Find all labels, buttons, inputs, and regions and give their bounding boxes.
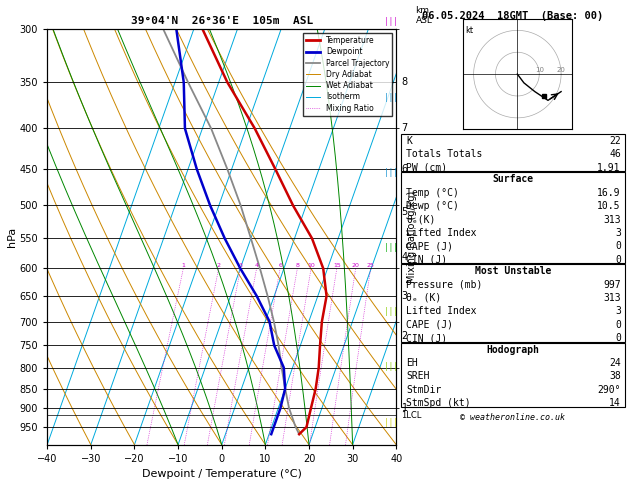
Text: 16.9: 16.9 <box>598 188 621 198</box>
Text: StmDir: StmDir <box>406 385 442 395</box>
Text: 2: 2 <box>401 331 408 341</box>
Text: |||: ||| <box>384 17 398 26</box>
Text: EH: EH <box>406 358 418 368</box>
Text: 15: 15 <box>333 263 341 268</box>
Text: |||: ||| <box>384 243 398 252</box>
Legend: Temperature, Dewpoint, Parcel Trajectory, Dry Adiabat, Wet Adiabat, Isotherm, Mi: Temperature, Dewpoint, Parcel Trajectory… <box>303 33 392 116</box>
Text: Temp (°C): Temp (°C) <box>406 188 459 198</box>
Text: 14: 14 <box>609 398 621 408</box>
Text: 5: 5 <box>401 208 408 217</box>
Text: 20: 20 <box>557 67 565 73</box>
Text: 06.05.2024  18GMT  (Base: 00): 06.05.2024 18GMT (Base: 00) <box>422 11 603 21</box>
Text: StmSpd (kt): StmSpd (kt) <box>406 398 471 408</box>
Text: |||: ||| <box>384 307 398 315</box>
Text: 997: 997 <box>603 279 621 290</box>
Text: 0: 0 <box>615 241 621 251</box>
Text: Most Unstable: Most Unstable <box>475 266 551 276</box>
Text: 1LCL: 1LCL <box>401 411 422 420</box>
Text: 7: 7 <box>401 123 408 134</box>
Text: Dewp (°C): Dewp (°C) <box>406 201 459 211</box>
Text: 2: 2 <box>216 263 221 268</box>
Text: kt: kt <box>465 26 473 35</box>
Text: 313: 313 <box>603 214 621 225</box>
Y-axis label: hPa: hPa <box>7 227 17 247</box>
Text: Hodograph: Hodograph <box>486 345 540 355</box>
Text: 6: 6 <box>401 164 408 174</box>
Text: 46: 46 <box>609 150 621 159</box>
Text: 3: 3 <box>615 228 621 238</box>
Text: 1: 1 <box>401 403 408 413</box>
Text: 10: 10 <box>307 263 315 268</box>
Y-axis label: Mixing Ratio (g/kg): Mixing Ratio (g/kg) <box>406 191 416 283</box>
Text: Lifted Index: Lifted Index <box>406 306 477 316</box>
Text: 313: 313 <box>603 293 621 303</box>
Text: PW (cm): PW (cm) <box>406 163 447 173</box>
Text: 8: 8 <box>296 263 299 268</box>
Text: CAPE (J): CAPE (J) <box>406 241 454 251</box>
Title: 39°04'N  26°36'E  105m  ASL: 39°04'N 26°36'E 105m ASL <box>131 16 313 26</box>
Text: CIN (J): CIN (J) <box>406 333 447 343</box>
Text: CIN (J): CIN (J) <box>406 255 447 264</box>
Text: 4: 4 <box>401 252 408 261</box>
Text: |||: ||| <box>384 93 398 102</box>
Text: 1: 1 <box>181 263 186 268</box>
X-axis label: Dewpoint / Temperature (°C): Dewpoint / Temperature (°C) <box>142 469 302 479</box>
Text: © weatheronline.co.uk: © weatheronline.co.uk <box>460 413 565 422</box>
Text: 6: 6 <box>278 263 282 268</box>
Text: 38: 38 <box>609 371 621 382</box>
Text: Totals Totals: Totals Totals <box>406 150 482 159</box>
Text: CAPE (J): CAPE (J) <box>406 320 454 330</box>
Text: 22: 22 <box>609 136 621 146</box>
Text: |||: ||| <box>384 418 398 427</box>
Text: 25: 25 <box>367 263 375 268</box>
Text: 10: 10 <box>535 67 543 73</box>
Text: K: K <box>406 136 412 146</box>
Text: Surface: Surface <box>493 174 533 184</box>
Text: |||: ||| <box>384 168 398 177</box>
Text: 0: 0 <box>615 320 621 330</box>
Text: 24: 24 <box>609 358 621 368</box>
Text: Lifted Index: Lifted Index <box>406 228 477 238</box>
Text: Pressure (mb): Pressure (mb) <box>406 279 482 290</box>
Text: 3: 3 <box>238 263 243 268</box>
Text: 20: 20 <box>352 263 360 268</box>
Text: 8: 8 <box>401 77 408 87</box>
Text: 0: 0 <box>615 255 621 264</box>
Text: θₑ (K): θₑ (K) <box>406 293 442 303</box>
Text: θₑ(K): θₑ(K) <box>406 214 436 225</box>
Text: 290°: 290° <box>598 385 621 395</box>
Text: 1.91: 1.91 <box>598 163 621 173</box>
Text: 0: 0 <box>615 333 621 343</box>
Text: |||: ||| <box>384 363 398 371</box>
Text: SREH: SREH <box>406 371 430 382</box>
Text: 4: 4 <box>255 263 259 268</box>
Text: km
ASL: km ASL <box>416 6 432 25</box>
Text: 3: 3 <box>401 291 408 301</box>
Text: 10.5: 10.5 <box>598 201 621 211</box>
Text: 3: 3 <box>615 306 621 316</box>
